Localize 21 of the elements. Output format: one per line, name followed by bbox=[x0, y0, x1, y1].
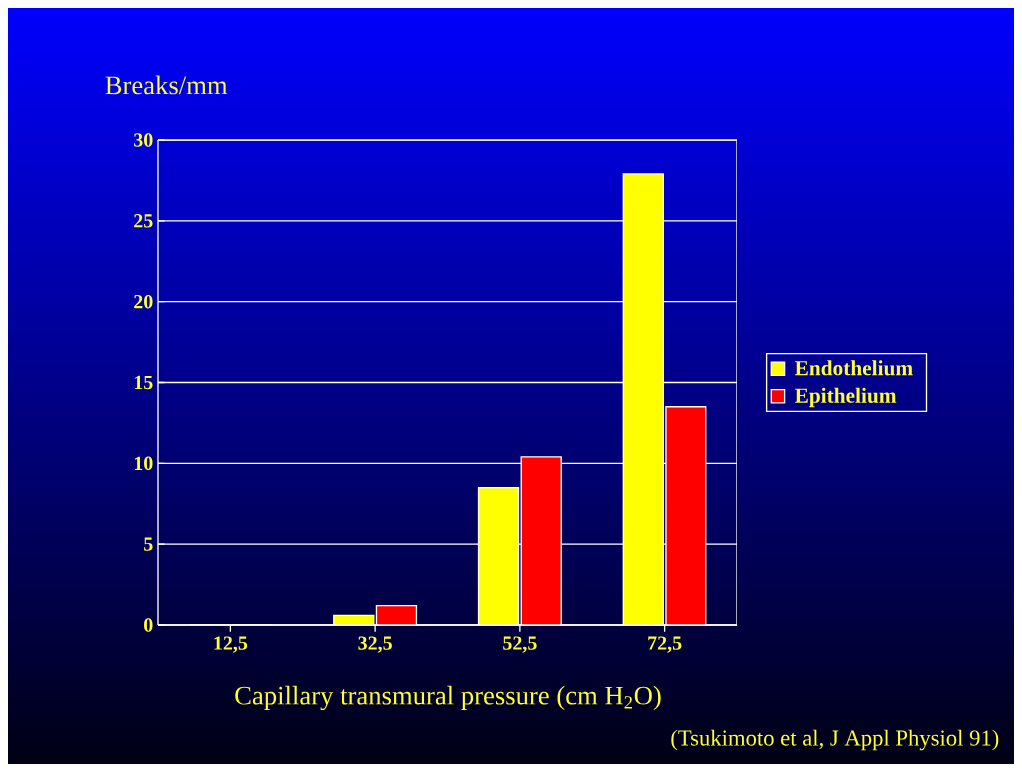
y-tick-label: 5 bbox=[144, 537, 153, 551]
bar bbox=[622, 173, 664, 625]
x-tick-label: 72,5 bbox=[648, 636, 682, 653]
bar bbox=[665, 406, 707, 625]
y-tick-label: 0 bbox=[144, 618, 153, 632]
y-tick-label: 10 bbox=[134, 456, 153, 471]
y-tick-label: 25 bbox=[134, 214, 153, 228]
bar bbox=[520, 456, 562, 625]
text: (Tsukimoto et al, J Appl Physiol 91) bbox=[671, 729, 999, 751]
x-tick-label: 52,5 bbox=[503, 636, 537, 653]
x-axis-title: Capillary transmural pressure (cm H$_{2}$O) bbox=[235, 685, 661, 711]
text: Endothelium bbox=[794, 360, 913, 376]
bar bbox=[375, 604, 418, 625]
legend-label: Epithelium bbox=[794, 387, 897, 408]
y-tick-label: 15 bbox=[134, 375, 153, 390]
x-tick-label: 12,5 bbox=[214, 636, 248, 653]
y-axis-title: Breaks/mm bbox=[105, 75, 228, 95]
bar bbox=[477, 486, 520, 625]
y-tick-label: 30 bbox=[134, 133, 153, 147]
y-tick-label: 20 bbox=[134, 294, 153, 309]
x-tick-label: 32,5 bbox=[358, 636, 392, 653]
